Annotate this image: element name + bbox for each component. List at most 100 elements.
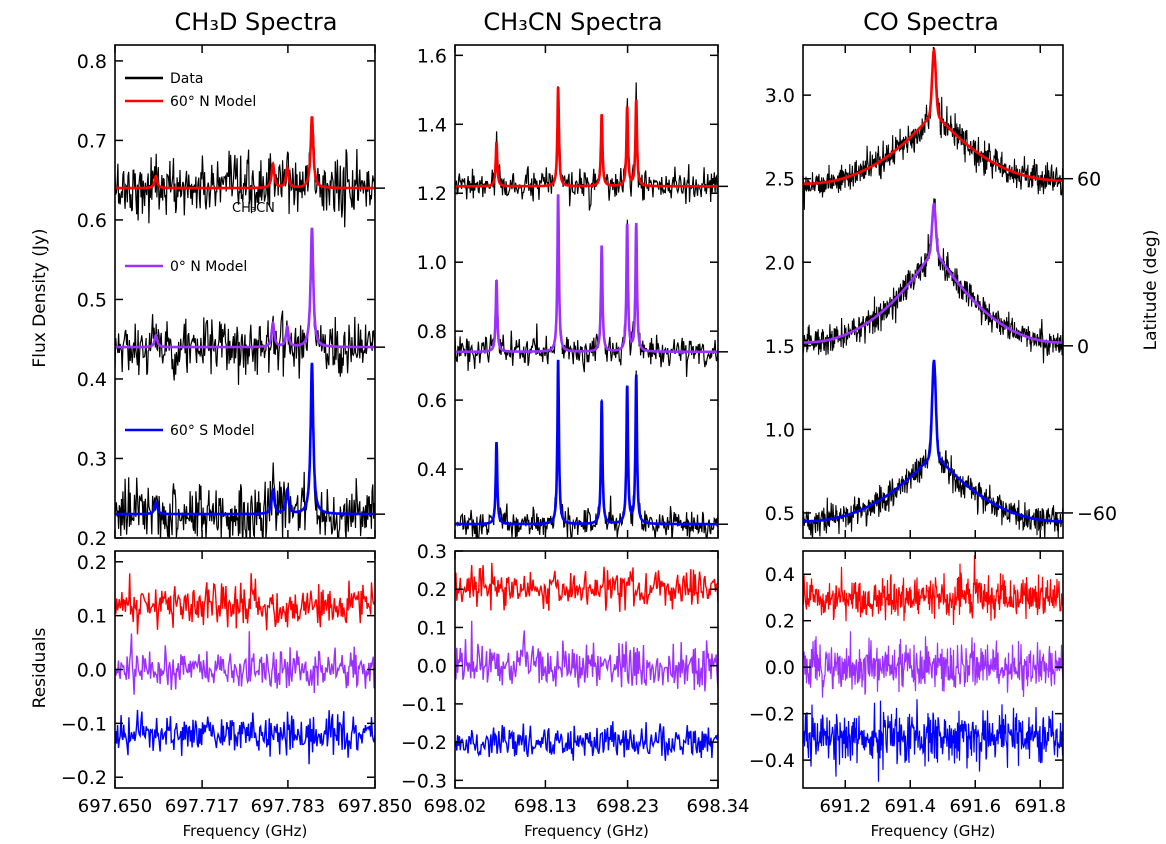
latitude-tick-label: −60 (1077, 503, 1117, 525)
data-series-0 (455, 82, 718, 211)
panel-frame-3 (114, 550, 376, 789)
y-tick-label: 0.4 (765, 564, 795, 586)
y-tick-label: 0.3 (417, 541, 447, 563)
residual-series-1 (115, 631, 375, 695)
y-tick-label: 0.5 (77, 289, 107, 311)
y-tick-label: 0.6 (77, 210, 107, 232)
legend-north-label: 60° N Model (170, 94, 256, 110)
plot-layer: 0.2 0.3 0.4 0.5 0.6 0.7 0.8 0.4 0.6 0.8 1.0 1.2 1.4 1… (61, 44, 1117, 840)
plot-area-3 (115, 573, 375, 765)
x-tick-label: 697.783 (251, 796, 325, 817)
y-tick-label: −0.1 (401, 694, 447, 716)
y-tick-label: 0.4 (417, 459, 447, 481)
model-series-0 (803, 48, 1063, 185)
residual-series-2 (115, 709, 375, 765)
y-tick-label: 0.2 (77, 528, 107, 550)
plot-area-0 (115, 116, 375, 538)
plot-area-4 (455, 562, 718, 761)
x-tick-label: 691.8 (1014, 796, 1066, 817)
y-tick-label: 2.5 (765, 169, 795, 191)
panel-frame-1 (454, 44, 719, 539)
model-series-2 (115, 362, 375, 516)
y-tick-label: 1.0 (417, 252, 447, 274)
y-tick-label: 0.5 (765, 503, 795, 525)
model-series-1 (115, 227, 375, 349)
y-tick-label: 1.5 (765, 336, 795, 358)
title-co: CO Spectra (863, 8, 999, 36)
panel-frame-0 (114, 44, 376, 539)
y-tick-label: 0.0 (765, 657, 795, 679)
residual-series-1 (803, 631, 1063, 698)
y-tick-label: 0.1 (77, 606, 107, 628)
x-tick-label: 697.850 (338, 796, 412, 817)
y-tick-label: 0.6 (417, 390, 447, 412)
y-tick-label: 0.3 (77, 448, 107, 470)
x-tick-label: 698.23 (596, 796, 659, 817)
x-axis-label: Frequency (GHz) (183, 822, 308, 840)
plot-area-1 (455, 82, 718, 538)
legend-equator-label: 0° N Model (170, 259, 247, 275)
x-tick-label: 691.6 (949, 796, 1001, 817)
x-tick-label: 697.717 (165, 796, 239, 817)
y-tick-label: 0.8 (417, 321, 447, 343)
y-tick-label: −0.2 (61, 767, 107, 789)
y-axis-label-residuals: Residuals (30, 628, 50, 709)
panel-frame-5 (802, 550, 1064, 789)
x-tick-label: 698.02 (424, 796, 487, 817)
residual-series-0 (455, 562, 718, 612)
y-tick-label: 0.4 (77, 369, 107, 391)
x-tick-label: 698.13 (514, 796, 577, 817)
model-series-2 (455, 359, 718, 526)
x-tick-label: 691.2 (819, 796, 871, 817)
panel-frame-2 (802, 44, 1064, 539)
residual-series-2 (455, 721, 718, 761)
x-axis-label: Frequency (GHz) (524, 822, 649, 840)
y-tick-label: −0.2 (401, 732, 447, 754)
data-series-1 (115, 231, 375, 385)
latitude-tick-label: 60 (1077, 169, 1101, 191)
legend-south-label: 60° S Model (170, 423, 255, 439)
title-ch3d: CH₃D Spectra (175, 8, 338, 36)
data-series-2 (115, 366, 375, 538)
plot-area-5 (803, 555, 1063, 782)
y-tick-label: −0.2 (749, 704, 795, 726)
x-axis-label: Frequency (GHz) (871, 822, 996, 840)
y-tick-label: 0.7 (77, 130, 107, 152)
y-tick-label: 0.1 (417, 617, 447, 639)
y-tick-label: 0.2 (417, 579, 447, 601)
y-tick-label: 0.2 (765, 611, 795, 633)
y-tick-label: 3.0 (765, 85, 795, 107)
y-tick-label: 1.6 (417, 45, 447, 67)
model-series-1 (455, 194, 718, 354)
y-tick-label: 1.2 (417, 183, 447, 205)
residual-series-0 (803, 555, 1063, 626)
x-tick-label: 697.650 (78, 796, 152, 817)
model-series-2 (803, 359, 1063, 523)
y-tick-label: 0.8 (77, 51, 107, 73)
model-series-0 (115, 116, 375, 190)
legend-data-label: Data (170, 71, 203, 87)
y-axis-label-flux: Flux Density (Jy) (30, 228, 50, 367)
residual-series-0 (115, 573, 375, 635)
y-tick-label: 2.0 (765, 252, 795, 274)
ch3cn-annotation: CH₃CN (232, 201, 275, 216)
y-tick-label: −0.3 (401, 770, 447, 792)
y-tick-label: 0.0 (77, 660, 107, 682)
residual-series-1 (455, 620, 718, 692)
y-tick-label: −0.4 (749, 750, 795, 772)
y-tick-label: 0.2 (77, 552, 107, 574)
data-series-0 (115, 127, 375, 228)
x-tick-label: 691.4 (884, 796, 936, 817)
model-series-1 (803, 202, 1063, 344)
y-axis-label-latitude: Latitude (deg) (1141, 230, 1161, 351)
panel-frame-4 (454, 550, 719, 789)
plot-area-2 (803, 46, 1063, 538)
y-tick-label: −0.1 (61, 713, 107, 735)
title-ch3cn: CH₃CN Spectra (483, 8, 662, 36)
y-tick-label: 0.0 (417, 656, 447, 678)
y-tick-label: 1.0 (765, 419, 795, 441)
model-series-0 (455, 86, 718, 188)
residual-series-2 (803, 699, 1063, 782)
x-tick-label: 698.34 (687, 796, 750, 817)
